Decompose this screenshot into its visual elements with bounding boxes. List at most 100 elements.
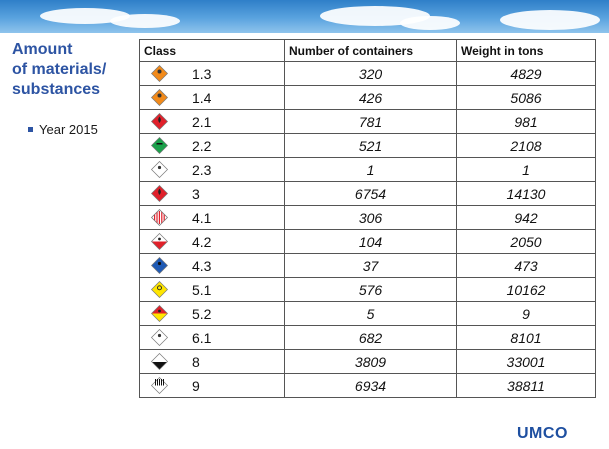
spontaneously-combustible-icon — [151, 233, 168, 250]
weight-cell: 942 — [456, 205, 596, 230]
containers-cell: 1 — [284, 157, 457, 182]
class-cell: 8 — [139, 349, 285, 374]
cloud — [40, 8, 130, 24]
slide-title-line-3: substances — [12, 81, 101, 98]
flammable-liquid-red-icon — [151, 185, 168, 202]
class-label: 2.1 — [192, 114, 212, 130]
class-label: 1.3 — [192, 66, 212, 82]
class-label: 5.2 — [192, 306, 212, 322]
class-cell: 4.1 — [139, 205, 285, 230]
class-label: 9 — [192, 378, 200, 394]
containers-cell: 37 — [284, 253, 457, 278]
containers-cell: 426 — [284, 85, 457, 110]
flammable-solid-striped-icon — [151, 209, 168, 226]
containers-cell: 6754 — [284, 181, 457, 206]
class-label: 2.2 — [192, 138, 212, 154]
class-label: 4.1 — [192, 210, 212, 226]
class-cell: 3 — [139, 181, 285, 206]
column-header-class: Class — [139, 39, 285, 62]
containers-cell: 6934 — [284, 373, 457, 398]
table-row: 2.2 521 2108 — [139, 133, 596, 158]
class-label: 6.1 — [192, 330, 212, 346]
weight-cell: 38811 — [456, 373, 596, 398]
bullet-year-text: Year 2015 — [39, 122, 98, 137]
weight-cell: 2108 — [456, 133, 596, 158]
sky-banner — [0, 0, 609, 33]
containers-cell: 3809 — [284, 349, 457, 374]
cloud — [110, 14, 180, 28]
class-cell: 5.2 — [139, 301, 285, 326]
table-row: 5.2 5 9 — [139, 301, 596, 326]
umco-logo: UMCO — [517, 425, 568, 442]
weight-cell: 5086 — [456, 85, 596, 110]
bullet-year: Year 2015 — [28, 122, 98, 137]
cloud — [400, 16, 460, 30]
containers-cell: 5 — [284, 301, 457, 326]
weight-cell: 33001 — [456, 349, 596, 374]
class-cell: 2.2 — [139, 133, 285, 158]
class-cell: 4.3 — [139, 253, 285, 278]
class-label: 3 — [192, 186, 200, 202]
table-row: 4.2 104 2050 — [139, 229, 596, 254]
slide-title-line-2: of materials/ — [12, 61, 107, 78]
class-label: 1.4 — [192, 90, 212, 106]
class-label: 8 — [192, 354, 200, 370]
miscellaneous-striped-icon — [151, 377, 168, 394]
class-label: 4.2 — [192, 234, 212, 250]
slide-title-line-1: Amount — [12, 41, 73, 58]
table-row: 8 3809 33001 — [139, 349, 596, 374]
table-row: 1.3 320 4829 — [139, 61, 596, 86]
containers-cell: 576 — [284, 277, 457, 302]
weight-cell: 1 — [456, 157, 596, 182]
class-cell: 2.3 — [139, 157, 285, 182]
weight-cell: 9 — [456, 301, 596, 326]
cloud — [500, 10, 600, 30]
table-row: 1.4 426 5086 — [139, 85, 596, 110]
slide-title: Amount of materials/ substances — [12, 40, 137, 100]
weight-cell: 8101 — [456, 325, 596, 350]
toxic-gas-white-icon — [151, 161, 168, 178]
class-label: 4.3 — [192, 258, 212, 274]
class-cell: 5.1 — [139, 277, 285, 302]
table-header-row: Class Number of containers Weight in ton… — [139, 39, 596, 62]
class-cell: 4.2 — [139, 229, 285, 254]
weight-cell: 981 — [456, 109, 596, 134]
table-row: 2.1 781 981 — [139, 109, 596, 134]
column-header-weight: Weight in tons — [456, 39, 596, 62]
class-cell: 2.1 — [139, 109, 285, 134]
table-row: 9 6934 38811 — [139, 373, 596, 398]
hazard-class-table: Class Number of containers Weight in ton… — [139, 39, 596, 398]
organic-peroxide-red-yellow-icon — [151, 305, 168, 322]
weight-cell: 473 — [456, 253, 596, 278]
dangerous-when-wet-blue-icon — [151, 257, 168, 274]
column-header-containers: Number of containers — [284, 39, 457, 62]
class-cell: 9 — [139, 373, 285, 398]
class-label: 5.1 — [192, 282, 212, 298]
table-row: 5.1 576 10162 — [139, 277, 596, 302]
class-cell: 1.3 — [139, 61, 285, 86]
oxidizer-yellow-icon — [151, 281, 168, 298]
containers-cell: 781 — [284, 109, 457, 134]
table-row: 4.1 306 942 — [139, 205, 596, 230]
weight-cell: 2050 — [456, 229, 596, 254]
containers-cell: 682 — [284, 325, 457, 350]
weight-cell: 14130 — [456, 181, 596, 206]
containers-cell: 306 — [284, 205, 457, 230]
weight-cell: 4829 — [456, 61, 596, 86]
square-bullet-icon — [28, 127, 33, 132]
class-cell: 1.4 — [139, 85, 285, 110]
containers-cell: 320 — [284, 61, 457, 86]
table-row: 2.3 1 1 — [139, 157, 596, 182]
table-row: 3 6754 14130 — [139, 181, 596, 206]
non-flammable-gas-green-icon — [151, 137, 168, 154]
weight-cell: 10162 — [456, 277, 596, 302]
table-row: 6.1 682 8101 — [139, 325, 596, 350]
toxic-white-icon — [151, 329, 168, 346]
table-row: 4.3 37 473 — [139, 253, 596, 278]
explosive-orange-icon — [151, 65, 168, 82]
flammable-gas-red-icon — [151, 113, 168, 130]
containers-cell: 521 — [284, 133, 457, 158]
corrosive-black-white-icon — [151, 353, 168, 370]
class-label: 2.3 — [192, 162, 212, 178]
class-cell: 6.1 — [139, 325, 285, 350]
